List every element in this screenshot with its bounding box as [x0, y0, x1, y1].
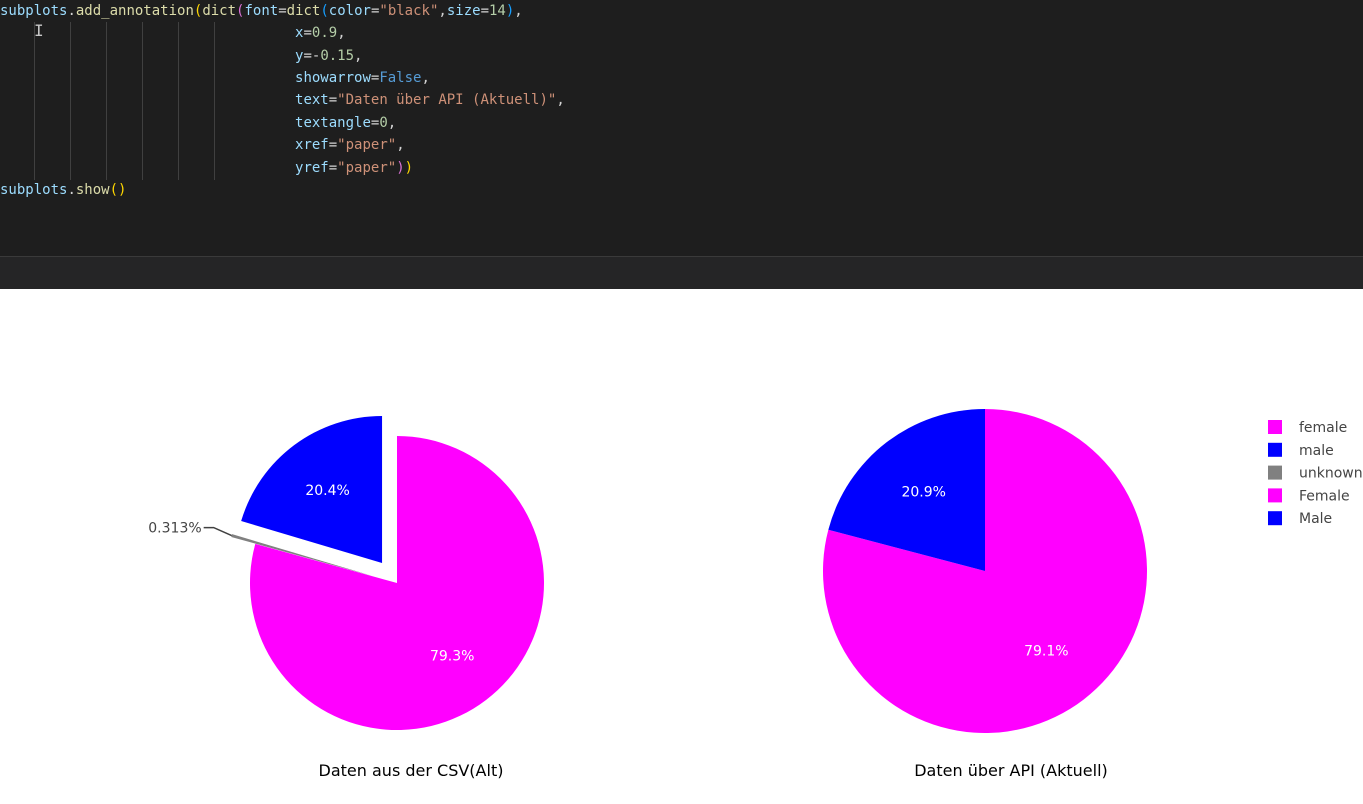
- pie-slice-unknown[interactable]: [231, 534, 373, 577]
- legend-label: Male: [1299, 511, 1332, 527]
- legend[interactable]: female male unknown Female Male: [1268, 420, 1363, 527]
- indent-guide: [214, 22, 215, 180]
- code-line: textangle=0,: [295, 115, 397, 131]
- pie-slice-male[interactable]: [241, 415, 383, 563]
- pie-label-leader: [203, 526, 232, 537]
- pie-slice-male[interactable]: [828, 409, 985, 571]
- code-line: subplots.show(): [0, 182, 127, 198]
- code-line: y=-0.15,: [295, 48, 363, 64]
- legend-label: male: [1299, 443, 1334, 459]
- indent-guide: [34, 22, 35, 180]
- output-toolbar: [0, 257, 1363, 289]
- indent-guide: [106, 22, 107, 180]
- code-line: x=0.9,: [295, 25, 346, 41]
- pie-label: 79.3%: [430, 649, 474, 665]
- legend-item[interactable]: male: [1268, 442, 1334, 459]
- subplot-annotation-right: Daten über API (Aktuell): [914, 761, 1108, 780]
- legend-item[interactable]: unknown: [1268, 465, 1363, 482]
- legend-swatch: [1268, 465, 1282, 480]
- code-line: yref="paper")): [295, 160, 414, 176]
- legend-label: Female: [1299, 488, 1350, 504]
- pie-label-outside: 0.313%: [148, 521, 201, 537]
- legend-item[interactable]: female: [1268, 420, 1347, 436]
- text-cursor-icon: I: [34, 21, 44, 40]
- code-line: xref="paper",: [295, 137, 405, 153]
- legend-label: female: [1299, 420, 1347, 436]
- pie-label: 79.1%: [1024, 644, 1068, 660]
- legend-swatch: [1268, 420, 1282, 434]
- pie-slice-female[interactable]: [250, 436, 544, 730]
- indent-guide: [178, 22, 179, 180]
- legend-swatch: [1268, 511, 1282, 526]
- pie-label: 20.4%: [305, 483, 349, 499]
- legend-swatch: [1268, 488, 1282, 503]
- code-line: text="Daten über API (Aktuell)",: [295, 92, 565, 108]
- pie-label: 20.9%: [901, 484, 945, 500]
- indent-guide: [142, 22, 143, 180]
- pie-subplots: 79.3% 0.313% 20.4% 79.1% 20.9% Daten aus der…: [148, 409, 1363, 780]
- code-line: showarrow=False,: [295, 70, 430, 86]
- legend-swatch: [1268, 442, 1282, 457]
- subplot-annotation-left: Daten aus der CSV(Alt): [319, 761, 504, 780]
- legend-label: unknown: [1299, 466, 1363, 482]
- legend-item[interactable]: Male: [1268, 511, 1332, 527]
- divider: [0, 256, 1363, 257]
- legend-item[interactable]: Female: [1268, 488, 1350, 504]
- code-line: subplots.add_annotation(dict(font=dict(c…: [0, 3, 523, 19]
- plot-output: 79.3% 0.313% 20.4% 79.1% 20.9% Daten aus der…: [0, 289, 1363, 800]
- code-editor[interactable]: subplots.add_annotation(dict(font=dict(c…: [0, 0, 1363, 256]
- indent-guide: [70, 22, 71, 180]
